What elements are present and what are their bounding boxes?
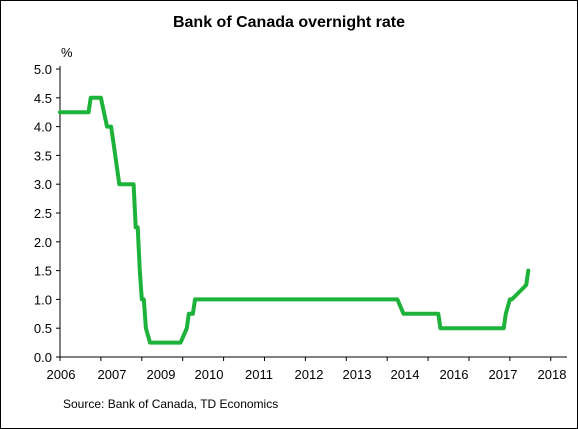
x-tick-label: 2006 [47,367,76,382]
y-tick-label: 2.0 [34,235,52,250]
y-tick-label: 4.5 [34,91,52,106]
chart-title: Bank of Canada overnight rate [172,14,406,31]
source-note: Source: Bank of Canada, TD Economics [63,397,279,411]
y-tick-label: 5.0 [34,62,52,77]
x-tick-label: 2016 [440,367,469,382]
x-tick-label: 2018 [538,367,567,382]
x-tick-label: 2010 [195,367,224,382]
x-tick-label: 2013 [343,367,372,382]
x-tick-label: 2009 [147,367,176,382]
y-tick-label: 1.0 [34,292,52,307]
y-tick-label: 4.0 [34,120,52,135]
x-tick-label: 2007 [98,367,127,382]
x-tick-label: 2014 [391,367,420,382]
x-tick-label: 2017 [489,367,518,382]
y-tick-label: 0.5 [34,321,52,336]
x-tick-label: 2011 [245,367,273,382]
series-line [58,95,531,345]
y-axis-unit-label: % [61,45,73,60]
y-tick-label: 0.0 [34,350,52,365]
y-tick-label: 3.5 [34,148,52,163]
y-tick-label: 2.5 [34,206,52,221]
x-tick-label: 2012 [295,367,324,382]
y-tick-label: 1.5 [34,264,52,279]
y-tick-label: 3.0 [34,177,52,192]
